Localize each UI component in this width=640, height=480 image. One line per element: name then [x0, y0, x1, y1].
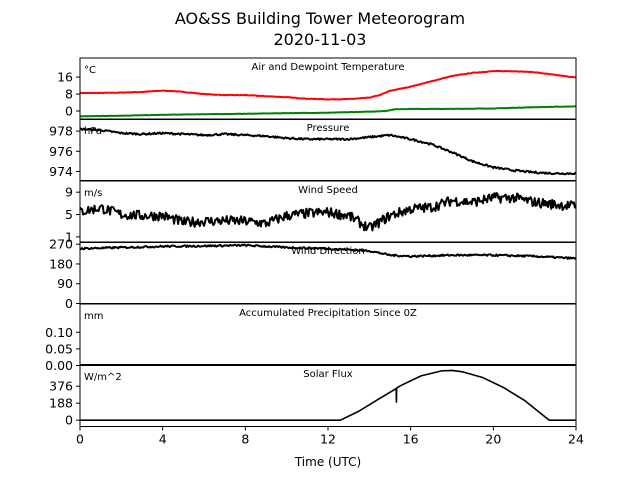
temp-series-group	[80, 69, 576, 118]
solar-ytick-label-1: 188	[49, 396, 73, 411]
x-axis-label: Time (UTC)	[294, 455, 361, 469]
solar-ytick-label-0: 376	[49, 379, 73, 394]
temp-ytick-label-0: 16	[57, 70, 73, 85]
wind_dir-series-group	[80, 243, 576, 260]
solar-panel-title: Solar Flux	[303, 369, 353, 380]
x-axis: 0 4 8 12 16 20 24	[76, 426, 584, 447]
temp-series-line-1	[80, 105, 576, 118]
temp-panel-title: Air and Dewpoint Temperature	[252, 62, 405, 73]
wind_dir-ytick-label-1: 180	[49, 256, 73, 271]
pressure-ytick-label-2: 974	[49, 164, 73, 179]
solar-series-line-0	[80, 369, 576, 421]
wind_speed-series-line-0	[80, 192, 576, 232]
wind_speed-panel-title: Wind Speed	[298, 185, 358, 196]
precip-unit-label: mm	[84, 311, 103, 322]
temp-unit-label: °C	[84, 65, 96, 76]
xtick-label-0: 0	[76, 432, 84, 447]
precip-ytick-label-1: 0.05	[45, 341, 73, 356]
wind_speed-series-group	[80, 192, 576, 232]
pressure-unit-label: hPa	[84, 126, 102, 137]
wind_speed-ytick-label-1: 5	[65, 207, 73, 222]
precip-ytick-label-2: 0.00	[45, 358, 73, 373]
solar-series-group	[80, 369, 576, 421]
wind_speed-ytick-label-2: 1	[65, 229, 73, 244]
xtick-label-6: 24	[568, 432, 584, 447]
panel-wind_speed: 9 5 1 Wind Speed m/s	[65, 180, 577, 244]
xtick-label-3: 12	[320, 432, 336, 447]
wind_dir-ytick-label-2: 90	[57, 276, 73, 291]
xtick-label-4: 16	[403, 432, 419, 447]
figure-title: AO&SS Building Tower Meteorogram	[175, 9, 465, 28]
wind_dir-ytick-label-0: 270	[49, 237, 73, 252]
precip-panel-title: Accumulated Precipitation Since 0Z	[239, 308, 417, 319]
panel-temp: 16 8 0 Air and Dewpoint Temperature °C	[57, 57, 577, 120]
temp-series-line-0	[80, 69, 576, 101]
temp-ytick-label-1: 8	[65, 87, 73, 102]
panel-pressure: 978 976 974 Pressure hPa	[49, 118, 577, 181]
solar-unit-label: W/m^2	[84, 372, 122, 383]
xtick-label-5: 20	[485, 432, 501, 447]
wind_dir-ytick-label-3: 0	[65, 296, 73, 311]
wind_dir-panel-title: Wind Direction	[291, 246, 365, 257]
pressure-series-group	[80, 127, 576, 176]
wind_speed-ytick-label-0: 9	[65, 185, 73, 200]
panel-precip: 0.100.05 0.00 Accumulated Precipitation Si…	[45, 303, 577, 373]
pressure-ytick-label-0: 978	[49, 124, 73, 139]
pressure-series-line-0	[80, 127, 576, 176]
xtick-label-2: 8	[241, 432, 249, 447]
pressure-panel-title: Pressure	[307, 123, 350, 134]
temp-ytick-label-2: 0	[65, 104, 73, 119]
precip-ytick-label-0: 0.10	[45, 325, 73, 340]
wind_dir-series-line-0	[80, 243, 576, 260]
figure-subtitle: 2020-11-03	[274, 30, 367, 49]
panels-group: 16 8 0 Air and Dewpoint Temperature °C 978 976…	[45, 57, 577, 428]
wind_speed-unit-label: m/s	[84, 188, 102, 199]
pressure-ytick-label-1: 976	[49, 144, 73, 159]
xtick-label-1: 4	[159, 432, 167, 447]
panel-wind_dir: 270 180 90 0 Wind Direction	[49, 237, 577, 311]
solar-ytick-label-2: 0	[65, 413, 73, 428]
panel-solar: 376 188 0 Solar Flux W/m^2	[49, 364, 577, 428]
